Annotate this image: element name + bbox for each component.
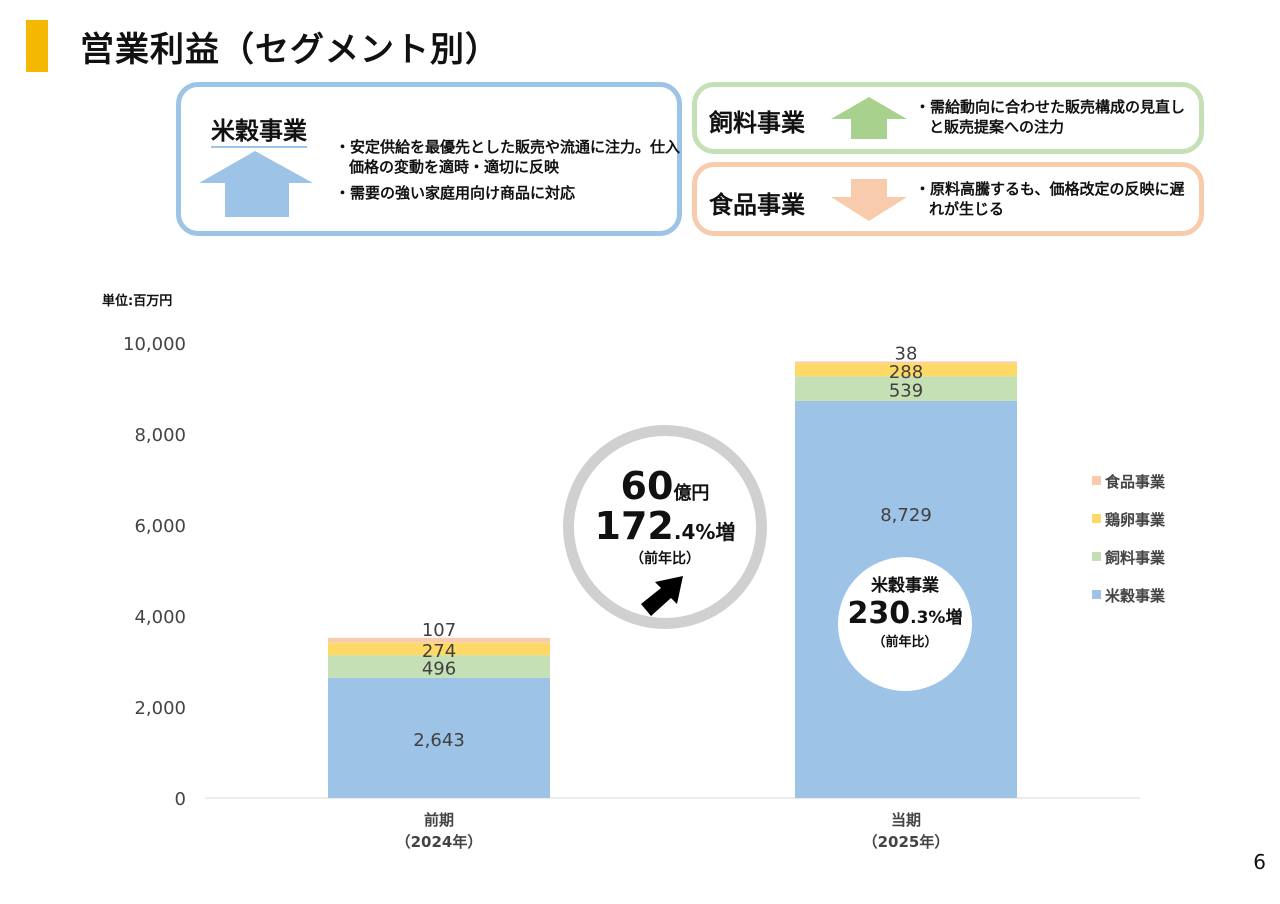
- rice-bullet: ・安定供給を最優先とした販売や流通に注力。仕入価格の変動を適時・適切に反映: [335, 138, 681, 176]
- bar-segment: [328, 677, 550, 798]
- legend-label: 飼料事業: [1104, 549, 1166, 567]
- data-label: 496: [422, 658, 456, 679]
- arrow-up-icon: [199, 151, 313, 217]
- legend-label: 食品事業: [1105, 473, 1166, 491]
- bar-segment: [795, 361, 1017, 364]
- total-pct-dec: .4%増: [673, 520, 736, 544]
- bar-segment: [795, 363, 1017, 377]
- y-tick-label: 4,000: [134, 607, 186, 628]
- rice-pct-int: 230: [847, 596, 911, 631]
- legend-swatch: [1092, 590, 1101, 599]
- page-title: 営業利益（セグメント別）: [80, 30, 500, 70]
- rice-pct-dec: .3%増: [910, 608, 963, 628]
- data-label: 107: [422, 620, 456, 641]
- total-amount-unit: 億円: [673, 483, 710, 504]
- food-bullet: ・原料高騰するも、価格改定の反映に遅れが生じる: [915, 180, 1185, 218]
- legend-swatch: [1092, 476, 1101, 485]
- y-tick-label: 6,000: [134, 516, 186, 537]
- arrow-up-icon: [831, 97, 907, 139]
- arrow-up-right-icon: [641, 576, 683, 616]
- data-label: 539: [889, 381, 923, 402]
- y-tick-label: 2,000: [134, 698, 186, 719]
- data-label: 2,643: [413, 730, 465, 751]
- feed-bullet: ・需給動向に合わせた販売構成の見直しと販売提案への注力: [915, 98, 1186, 136]
- y-tick-label: 8,000: [134, 425, 186, 446]
- rice-segment-box: 米穀事業 ・安定供給を最優先とした販売や流通に注力。仕入価格の変動を適時・適切に…: [176, 82, 682, 236]
- data-label: 274: [422, 641, 456, 662]
- food-segment-name: 食品事業: [709, 191, 805, 219]
- bar-segment: [328, 642, 550, 656]
- rice-growth-callout: 米穀事業 230.3%増 （前年比）: [838, 557, 972, 691]
- unit-label: 単位:百万円: [102, 294, 173, 309]
- feed-segment-name: 飼料事業: [709, 109, 805, 137]
- x-tick-label: 前期: [424, 811, 454, 829]
- total-note: （前年比）: [630, 551, 700, 567]
- total-growth-callout: 60億円 172.4%増 （前年比）: [563, 425, 767, 629]
- data-label: 288: [889, 362, 923, 383]
- data-label: 38: [895, 343, 918, 364]
- arrow-down-icon: [831, 179, 907, 221]
- rice-segment-name: 米穀事業: [211, 111, 307, 148]
- rice-callout-label: 米穀事業: [871, 576, 939, 596]
- rice-bullet: ・需要の強い家庭用向け商品に対応: [335, 184, 576, 202]
- x-tick-label: （2025年）: [863, 833, 950, 851]
- page-number: 6: [1253, 850, 1266, 874]
- legend-swatch: [1092, 552, 1101, 561]
- total-pct-int: 172: [594, 504, 674, 548]
- legend-label: 米穀事業: [1105, 587, 1166, 605]
- y-tick-label: 0: [175, 789, 186, 810]
- data-label: 8,729: [880, 505, 932, 526]
- bar-segment: [795, 376, 1017, 401]
- title-accent-bar: [26, 20, 48, 72]
- y-tick-label: 10,000: [123, 334, 186, 355]
- feed-segment-box: 飼料事業 ・需給動向に合わせた販売構成の見直しと販売提案への注力: [692, 82, 1204, 154]
- legend-label: 鶏卵事業: [1105, 511, 1166, 529]
- bar-segment: [328, 637, 550, 643]
- bar-segment: [328, 655, 550, 678]
- rice-callout-note: （前年比）: [872, 635, 938, 650]
- x-tick-label: （2024年）: [396, 833, 483, 851]
- food-segment-box: 食品事業 ・原料高騰するも、価格改定の反映に遅れが生じる: [692, 162, 1204, 236]
- x-tick-label: 当期: [891, 811, 921, 829]
- legend-swatch: [1092, 514, 1101, 523]
- total-amount: 60: [620, 464, 674, 508]
